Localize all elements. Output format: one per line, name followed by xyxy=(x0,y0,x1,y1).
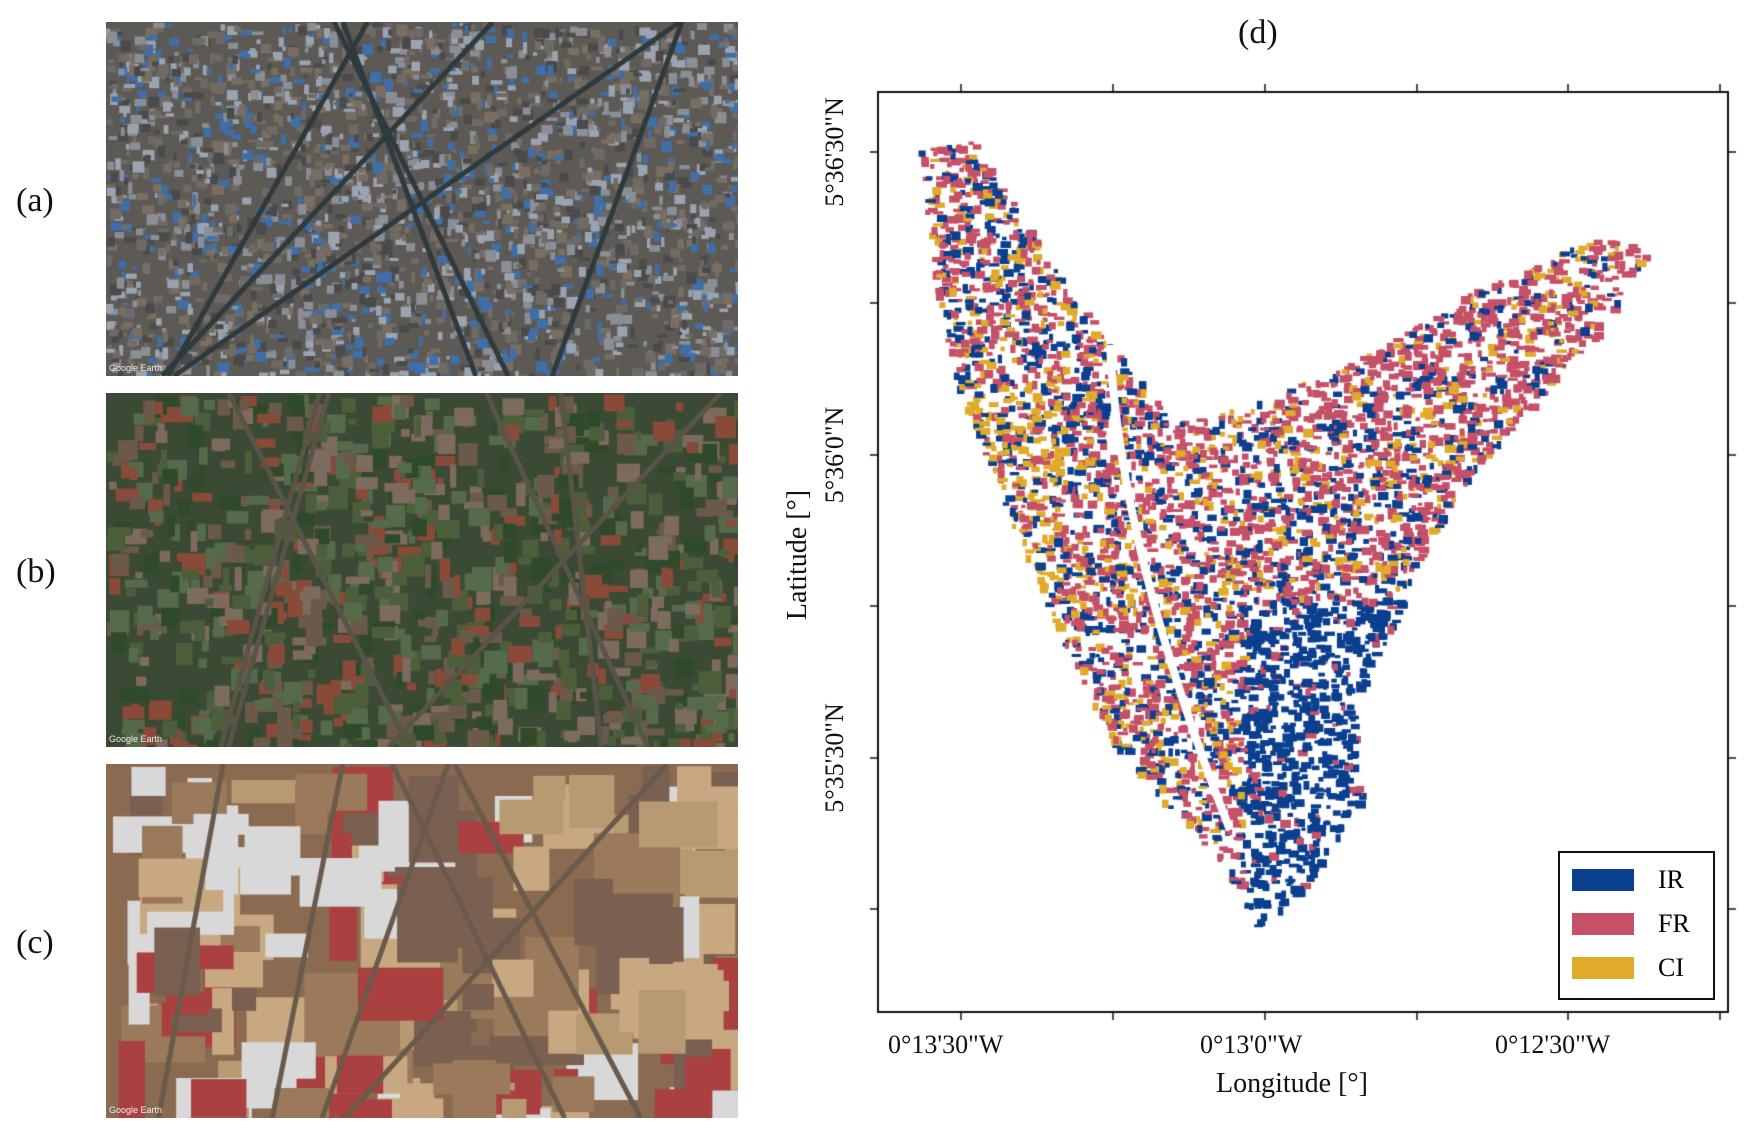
legend-item-fr: FR xyxy=(1572,909,1690,939)
satellite-image-informal: Google Earth xyxy=(106,22,738,376)
y-tick: 5°35'30"N xyxy=(820,703,849,813)
watermark: Google Earth xyxy=(109,363,163,373)
satellite-image-industrial: Google Earth xyxy=(106,764,738,1118)
panel-label-a: (a) xyxy=(16,182,54,219)
legend-swatch xyxy=(1572,957,1634,979)
x-tick: 0°13'0"W xyxy=(1200,1030,1303,1059)
y-tick: 5°36'30"N xyxy=(820,97,849,207)
y-axis-label: Latitude [°] xyxy=(782,489,813,621)
x-tick: 0°13'30"W xyxy=(888,1030,1004,1059)
legend-swatch xyxy=(1572,913,1634,935)
satellite-image-formal: Google Earth xyxy=(106,393,738,747)
panel-label-c: (c) xyxy=(16,924,54,961)
watermark: Google Earth xyxy=(109,1105,163,1115)
legend-swatch xyxy=(1572,869,1634,891)
y-tick: 5°36'0"N xyxy=(820,406,849,504)
legend-label: IR xyxy=(1658,865,1684,894)
map-title: (d) xyxy=(1238,14,1278,51)
legend-item-ci: CI xyxy=(1572,953,1684,983)
x-axis-label: Longitude [°] xyxy=(1216,1068,1368,1099)
legend: IR FR CI xyxy=(1558,851,1715,1000)
x-tick: 0°12'30"W xyxy=(1495,1030,1611,1059)
watermark: Google Earth xyxy=(109,734,163,744)
legend-label: CI xyxy=(1658,953,1684,982)
panel-label-b: (b) xyxy=(16,553,56,590)
legend-item-ir: IR xyxy=(1572,865,1684,895)
legend-label: FR xyxy=(1658,909,1690,938)
